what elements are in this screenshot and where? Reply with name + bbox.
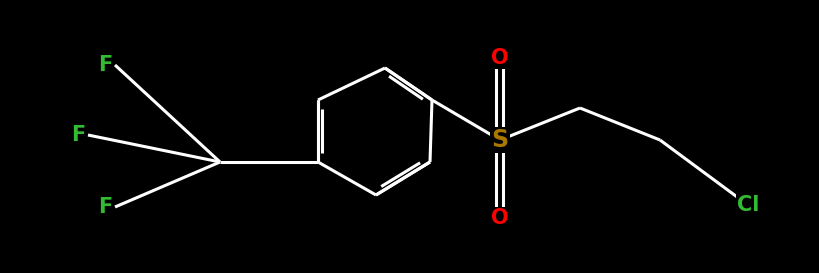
Text: S: S	[491, 128, 508, 152]
Text: F: F	[97, 55, 112, 75]
Text: O: O	[491, 48, 509, 68]
Text: O: O	[491, 208, 509, 228]
Text: Cl: Cl	[736, 195, 758, 215]
Text: F: F	[70, 125, 85, 145]
Text: F: F	[97, 197, 112, 217]
